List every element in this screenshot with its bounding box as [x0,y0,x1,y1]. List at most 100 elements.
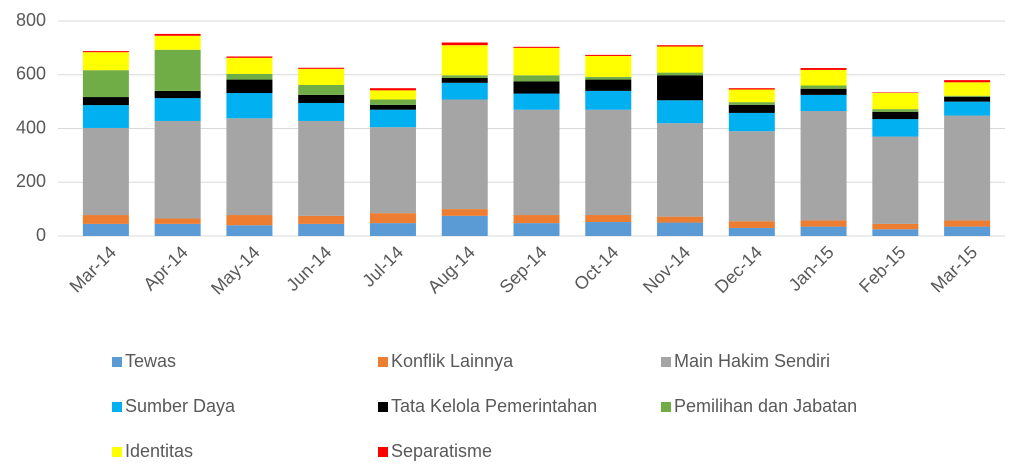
bar-segment [298,102,345,121]
x-tick-label: Jan-15 [785,242,838,295]
bar-segment [657,75,704,101]
bar-segment [944,80,991,83]
bar-segment [872,136,919,224]
legend-swatch [378,402,388,412]
bar-segment [728,227,775,236]
bar-segment [728,104,775,113]
bar-segment [513,81,560,94]
x-tick-label: Feb-15 [855,242,909,296]
legend-swatch [112,402,122,412]
bar-segment [441,75,488,78]
bar-segment [728,89,775,103]
x-tick-label: Mar-14 [66,242,120,296]
bar-segment [944,101,991,116]
legend-label: Pemilihan dan Jabatan [674,396,857,416]
bar-segment [441,82,488,100]
bar-segment [226,215,273,226]
bar-segment [872,109,919,112]
bar-segment [82,51,129,53]
legend-label: Sumber Daya [125,396,236,416]
bar-segment [369,127,416,214]
bar-segment [944,82,991,96]
bar-segment [800,68,847,70]
bar-segment [82,223,129,236]
bar-segment [513,223,560,236]
bar-segment [800,85,847,89]
bar-segment [944,226,991,236]
bar-segment [369,99,416,105]
bar-segment [226,225,273,236]
bar-segment [441,215,488,236]
bar-segment [154,35,201,50]
bar-segment [154,90,201,99]
legend-swatch [112,357,122,367]
bar-segment [82,70,129,98]
legend-swatch [378,357,388,367]
x-tick-label: Oct-14 [570,242,622,294]
bar-segment [369,213,416,224]
bar-segment [369,90,416,100]
bar-segment [298,94,345,103]
bar-segment [657,46,704,73]
bar-segment [657,72,704,76]
bar-segment [657,100,704,124]
bar-segment [800,220,847,227]
bar-segment [585,76,632,80]
bar-segment [585,215,632,223]
legend-label: Separatisme [391,441,492,461]
bar-segment [872,229,919,236]
bar-segment [585,90,632,110]
y-tick-label: 200 [16,171,46,191]
bar-segment [728,221,775,228]
bar-segment [728,102,775,105]
bar-segment [82,105,129,128]
legend-swatch [378,447,388,457]
bar-segment [585,222,632,236]
x-tick-label: Dec-14 [711,242,766,297]
bar-segment [513,93,560,110]
bar-segment [441,99,488,210]
bar-segment [513,215,560,224]
bar-segment [585,54,632,56]
bar-segment [82,52,129,71]
bar-segment [657,45,704,47]
bar-segment [513,47,560,76]
x-tick-label: Mar-15 [927,242,981,296]
bar-segment [298,84,345,95]
bar-segment [800,111,847,221]
y-tick-label: 0 [36,225,46,245]
bar-segment [369,104,416,110]
legend-label: Identitas [125,441,193,461]
bar-segment [154,223,201,236]
bar-segment [298,68,345,85]
bar-segment [944,95,991,97]
bar-segment [369,223,416,236]
bar-segment [657,123,704,217]
bar-segment [800,94,847,112]
bar-segment [226,79,273,94]
bar-segment [154,120,201,219]
bar-segment [513,46,560,48]
bar-segment [441,42,488,46]
y-tick-label: 400 [16,117,46,137]
bar-segment [298,215,345,224]
bar-segment [944,220,991,227]
bar-segment [369,88,416,91]
bar-segment [513,75,560,82]
x-tick-label: May-14 [207,242,264,299]
bar-segment [800,69,847,86]
bar-segment [513,109,560,216]
bar-segment [82,97,129,106]
bar-segment [82,215,129,224]
legend-label: Konflik Lainnya [391,351,514,371]
bar-segment [298,67,345,69]
x-tick-label: Sep-14 [495,242,550,297]
legend-swatch [661,357,671,367]
bar-segment [585,55,632,77]
bar-segment [657,216,704,223]
bar-segment [226,118,273,216]
legend-swatch [661,402,671,412]
x-tick-label: Nov-14 [639,242,694,297]
bar-segment [800,226,847,236]
